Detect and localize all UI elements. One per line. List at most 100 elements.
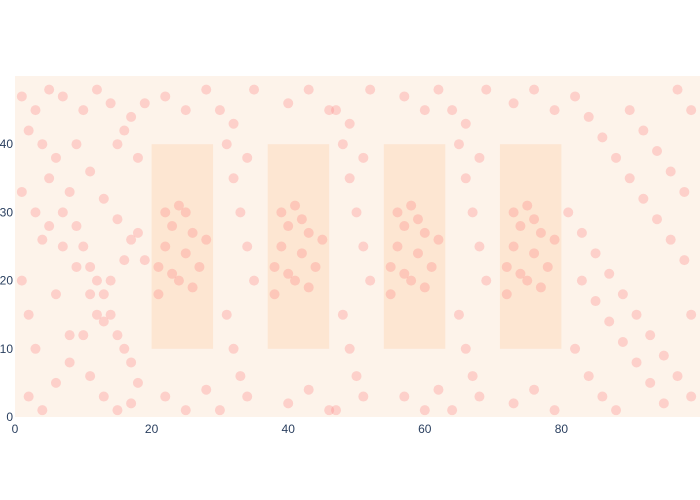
scatter-point	[160, 391, 171, 402]
scatter-point	[686, 105, 697, 116]
scatter-point	[433, 384, 444, 395]
x-tick-label: 40	[282, 422, 296, 436]
scatter-point	[167, 268, 178, 279]
y-tick-label: 40	[0, 137, 13, 151]
scatter-point	[535, 227, 546, 238]
scatter-point	[71, 139, 82, 150]
scatter-point	[549, 234, 560, 245]
scatter-point	[679, 186, 690, 197]
scatter-point	[37, 405, 48, 416]
scatter-point	[617, 289, 628, 300]
scatter-point	[385, 261, 396, 272]
scatter-point	[419, 227, 430, 238]
scatter-point	[604, 316, 615, 327]
scatter-point	[71, 261, 82, 272]
scatter-point	[16, 275, 27, 286]
scatter-point	[214, 105, 225, 116]
scatter-point	[665, 234, 676, 245]
scatter-point	[665, 166, 676, 177]
x-axis-ticks: 0 20 40 60 80	[12, 422, 569, 436]
scatter-point	[235, 371, 246, 382]
scatter-point	[235, 207, 246, 218]
scatter-point	[419, 282, 430, 293]
scatter-point	[351, 371, 362, 382]
scatter-point	[474, 241, 485, 252]
scatter-point	[570, 343, 581, 354]
scatter-point	[221, 309, 232, 320]
x-tick-label: 0	[12, 422, 19, 436]
x-tick-label: 80	[555, 422, 569, 436]
y-tick-label: 0	[6, 410, 13, 424]
scatter-point	[85, 371, 96, 382]
scatter-point	[98, 193, 109, 204]
scatter-point	[508, 207, 519, 218]
scatter-point	[392, 241, 403, 252]
scatter-point	[542, 261, 553, 272]
scatter-point	[119, 255, 130, 266]
scatter-point	[617, 336, 628, 347]
scatter-point	[453, 139, 464, 150]
scatter-point	[570, 91, 581, 102]
x-tick-label: 20	[145, 422, 159, 436]
scatter-point	[576, 275, 587, 286]
scatter-point	[501, 289, 512, 300]
scatter-point	[50, 152, 61, 163]
scatter-point	[105, 98, 116, 109]
highlight-rect-1	[151, 144, 214, 349]
scatter-point	[50, 377, 61, 388]
scatter-point	[187, 227, 198, 238]
scatter-point	[631, 357, 642, 368]
scatter-point	[126, 111, 137, 122]
scatter-point	[460, 118, 471, 129]
scatter-point	[604, 268, 615, 279]
scatter-point	[453, 309, 464, 320]
y-tick-label: 30	[0, 205, 13, 219]
scatter-point	[385, 289, 396, 300]
scatter-point	[344, 173, 355, 184]
scatter-point	[283, 268, 294, 279]
scatter-point	[652, 146, 663, 157]
scatter-point	[242, 241, 253, 252]
scatter-point	[269, 289, 280, 300]
scatter-point	[85, 261, 96, 272]
scatter-point	[283, 98, 294, 109]
scatter-point	[180, 105, 191, 116]
scatter-point	[529, 214, 540, 225]
scatter-point	[153, 261, 164, 272]
scatter-point	[44, 221, 55, 232]
scatter-point	[597, 132, 608, 143]
scatter-point	[535, 282, 546, 293]
scatter-point	[310, 261, 321, 272]
scatter-point	[78, 241, 89, 252]
scatter-point	[30, 343, 41, 354]
scatter-point	[686, 309, 697, 320]
scatter-point	[290, 275, 301, 286]
scatter-point	[481, 275, 492, 286]
highlight-rects	[151, 144, 562, 349]
scatter-point	[672, 371, 683, 382]
scatter-point	[296, 214, 307, 225]
scatter-point	[37, 234, 48, 245]
x-tick-label: 60	[418, 422, 432, 436]
scatter-point	[228, 343, 239, 354]
scatter-point	[501, 261, 512, 272]
scatter-point	[105, 275, 116, 286]
y-axis-ticks: 0 10 20 30 40	[0, 137, 13, 424]
scatter-point	[529, 248, 540, 259]
scatter-point	[112, 214, 123, 225]
scatter-point	[64, 330, 75, 341]
scatter-point	[337, 309, 348, 320]
scatter-point	[624, 105, 635, 116]
scatter-point	[412, 248, 423, 259]
scatter-point	[290, 200, 301, 211]
scatter-point	[515, 268, 526, 279]
scatter-point	[303, 282, 314, 293]
scatter-point	[331, 105, 342, 116]
scatter-point	[30, 207, 41, 218]
scatter-point	[139, 98, 150, 109]
scatter-point	[658, 398, 669, 409]
scatter-point	[419, 105, 430, 116]
scatter-point	[85, 289, 96, 300]
scatter-point	[645, 330, 656, 341]
